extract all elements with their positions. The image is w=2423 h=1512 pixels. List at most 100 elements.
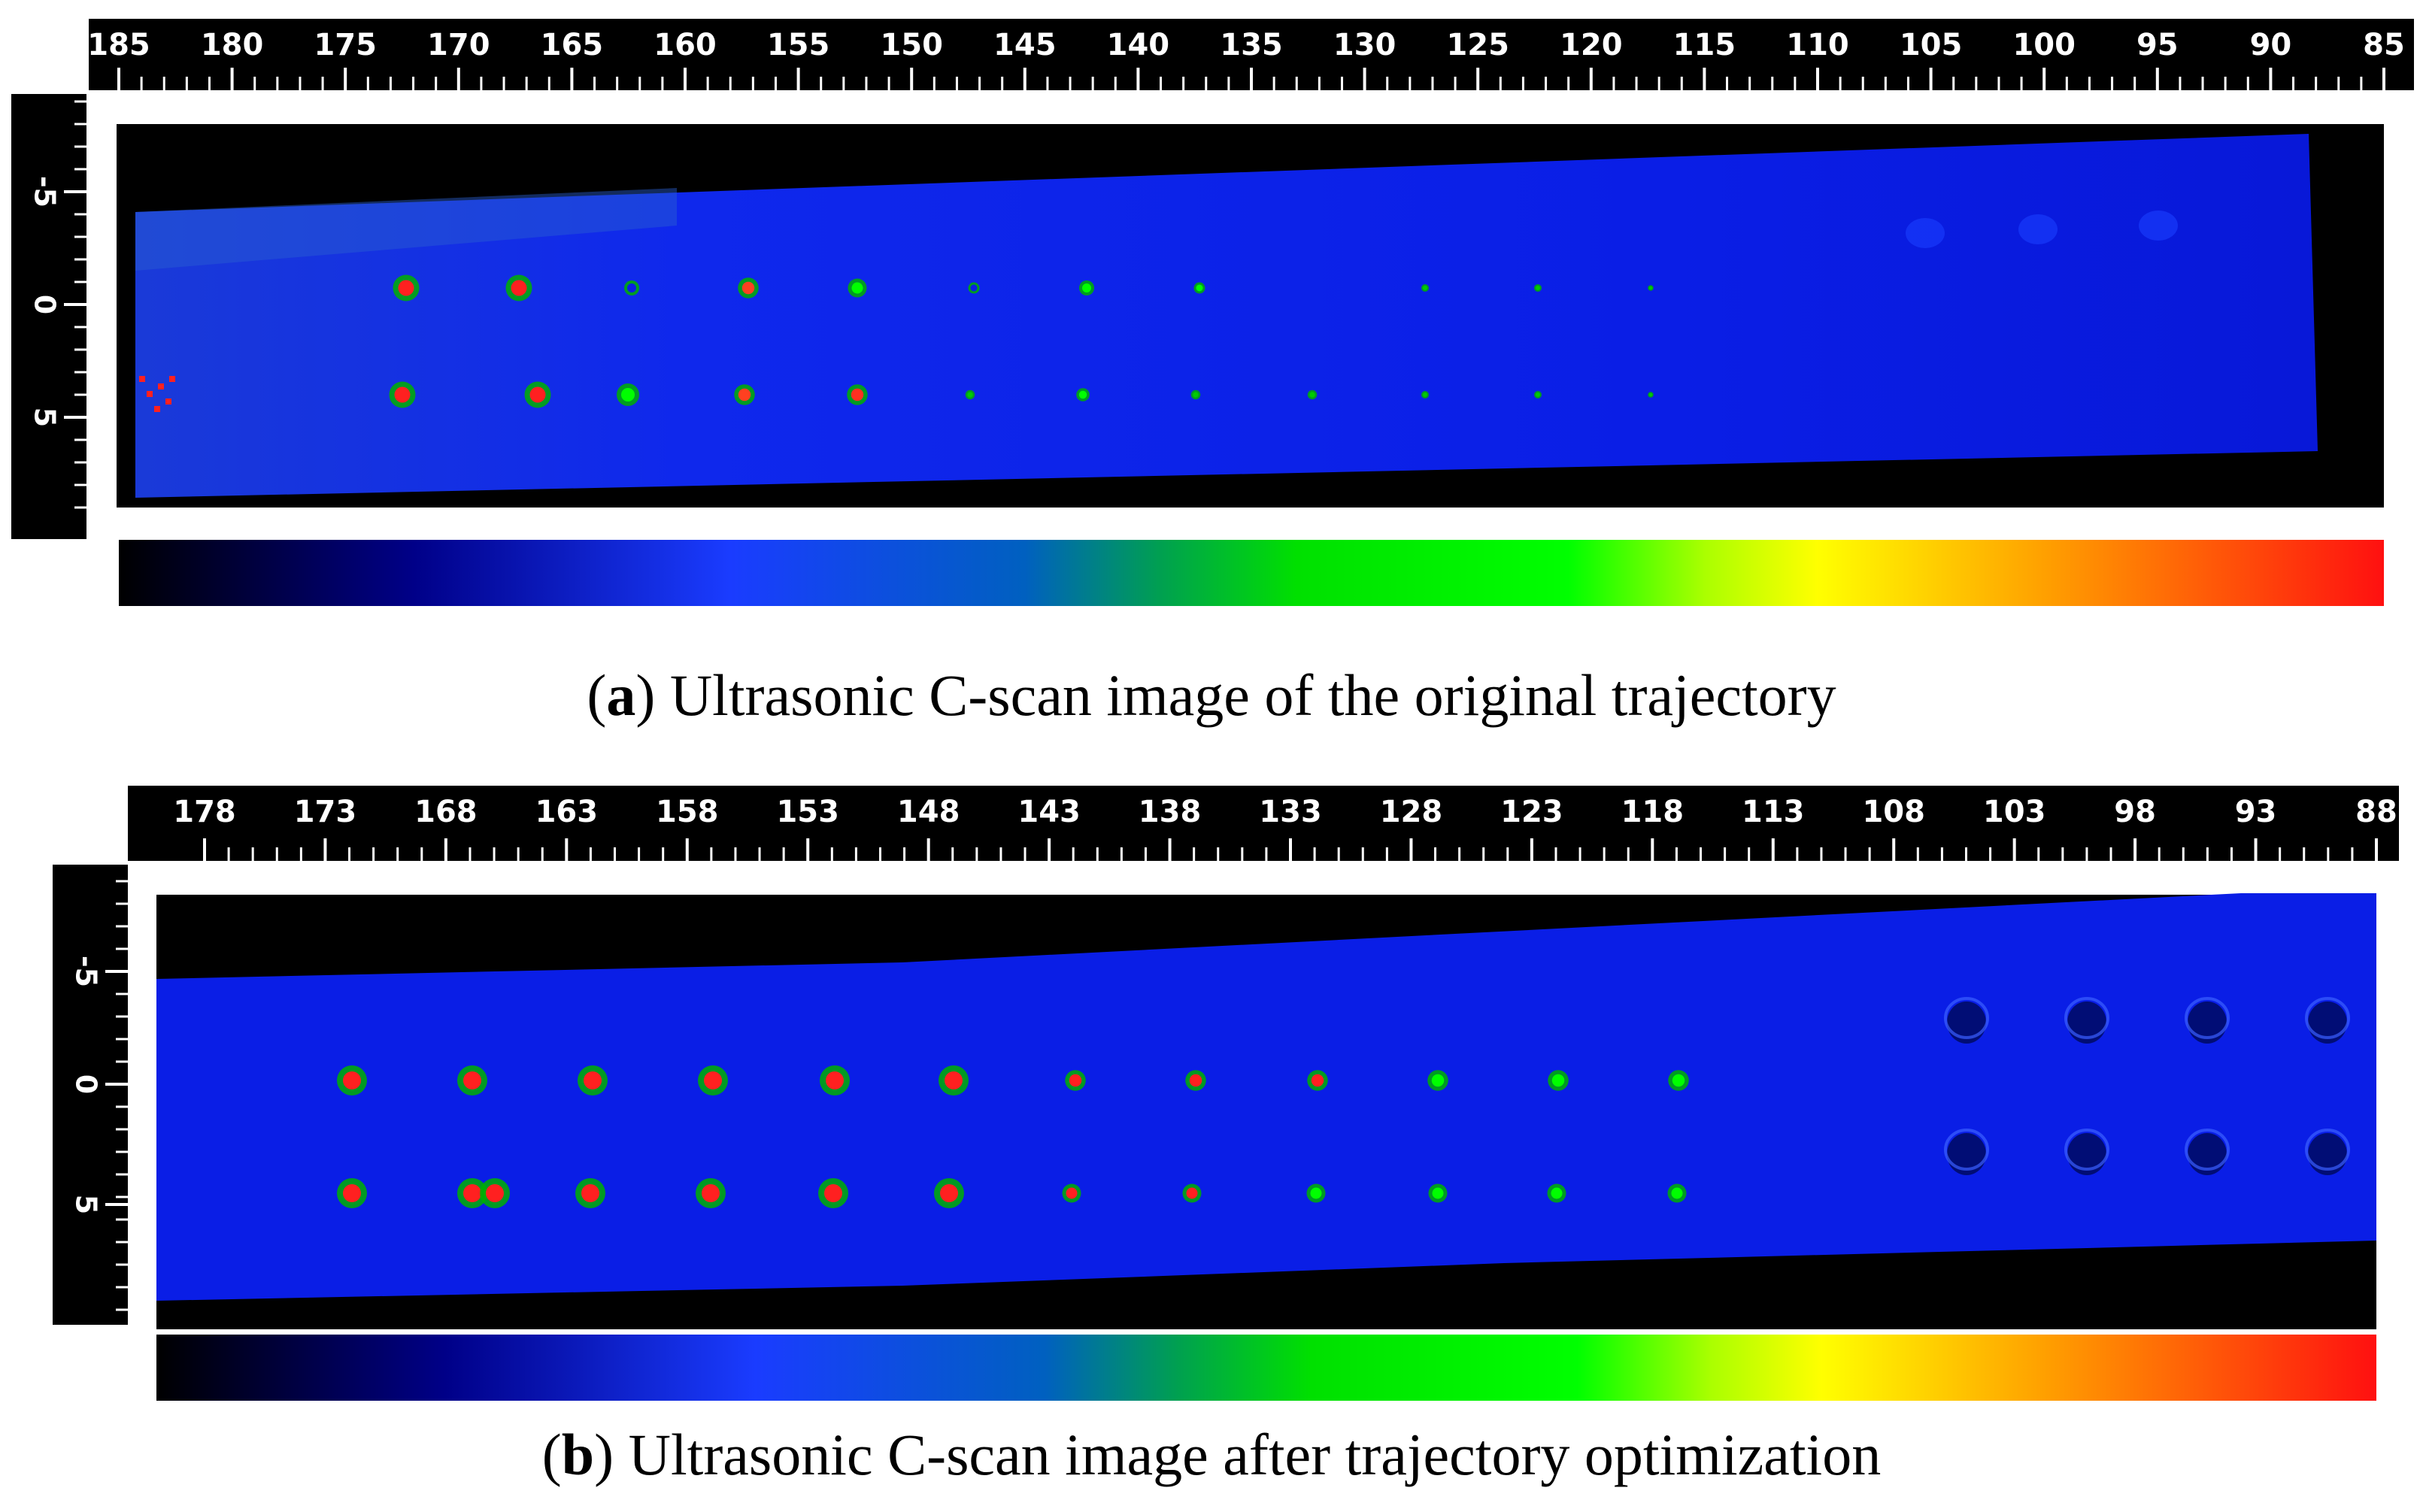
panel-b: 178 173 168 163 158 153 148 143 138 133 128 123 118 1… (0, 774, 2423, 1512)
defect-spot (511, 280, 527, 296)
x-tick-label: 165 (541, 28, 604, 62)
x-tick-label: 170 (427, 28, 490, 62)
x-tick-label: 93 (2235, 795, 2277, 829)
reference-hole-rim (2064, 1129, 2109, 1171)
defect-spot (1189, 1074, 1202, 1087)
defect-spot (463, 1184, 481, 1202)
x-tick-label: 185 (87, 28, 150, 62)
reference-hole-rim (2305, 1129, 2350, 1171)
defect-spot (394, 386, 411, 403)
cscan-figure-a: 185 180 175 170 165 160 155 150 145 140 135 130 125 1… (11, 19, 2414, 606)
defect-spot (826, 1071, 844, 1089)
x-tick-label: 130 (1333, 28, 1396, 62)
defect-spot (1078, 390, 1087, 399)
colorbar (156, 1335, 2376, 1401)
defect-spot (1423, 286, 1427, 290)
x-tick-label: 153 (776, 795, 839, 829)
defect-spot (824, 1184, 842, 1202)
edge-artifact (169, 376, 175, 382)
reference-hole (2018, 214, 2058, 244)
edge-artifact (147, 391, 153, 397)
x-tick-label: 173 (294, 795, 357, 829)
reference-hole (2067, 1133, 2106, 1175)
x-tick-label: 123 (1500, 795, 1563, 829)
defect-spot (1671, 1187, 1683, 1199)
x-tick-label: 145 (993, 28, 1057, 62)
x-tick-label: 160 (654, 28, 717, 62)
defect-spot (463, 1071, 481, 1089)
x-tick-label: 105 (1900, 28, 1963, 62)
x-tick-label: 180 (201, 28, 264, 62)
reference-hole-rim (2185, 997, 2230, 1039)
defect-spot (1186, 1187, 1198, 1199)
scan-area (135, 134, 2318, 498)
x-tick-label: 135 (1220, 28, 1283, 62)
defect-spot (967, 392, 973, 398)
defect-spot (584, 1071, 602, 1089)
x-tick-label: 138 (1139, 795, 1202, 829)
x-tick-label: 115 (1673, 28, 1736, 62)
defect-spot (1536, 392, 1540, 397)
x-tick-label: 178 (173, 795, 236, 829)
reference-hole-rim (2185, 1129, 2230, 1171)
defect-spot (1311, 1074, 1324, 1087)
defect-spot (851, 282, 863, 294)
scan-light-band (135, 188, 677, 271)
defect-spot (343, 1184, 361, 1202)
defect-spot (702, 1184, 720, 1202)
x-tick-label: 125 (1446, 28, 1509, 62)
defect-spot (1196, 284, 1203, 292)
x-tick-label: 113 (1742, 795, 1805, 829)
defect-spot (1648, 392, 1653, 397)
x-tick-label: 85 (2363, 28, 2405, 62)
caption-a: (a) Ultrasonic C-scan image of the origi… (587, 662, 1836, 728)
defect-spot (581, 1184, 599, 1202)
reference-hole (2139, 211, 2178, 241)
x-tick-label: 175 (314, 28, 377, 62)
y-tick-label: 5 (70, 1195, 103, 1214)
defect-spot (621, 388, 635, 401)
defect-spot (851, 388, 864, 401)
x-tick-label: 168 (414, 795, 478, 829)
y-tick-label: -5 (70, 956, 103, 987)
defect-spot (1069, 1074, 1082, 1087)
y-tick-label: 5 (29, 408, 62, 427)
defect-spot (1551, 1074, 1565, 1087)
x-tick-label: 163 (535, 795, 599, 829)
edge-artifact (165, 398, 171, 405)
caption-text: Ultrasonic C-scan image of the original … (669, 662, 1836, 728)
defect-spot (1082, 283, 1091, 292)
caption-letter: a (606, 662, 636, 728)
defect-spot (738, 388, 751, 401)
defect-spot (1431, 1074, 1445, 1087)
x-tick-label: 140 (1107, 28, 1170, 62)
defect-spot (1423, 392, 1427, 397)
x-tick-label: 95 (2136, 28, 2179, 62)
defect-spot (398, 280, 414, 296)
defect-spot (1551, 1187, 1563, 1199)
defect-spot (970, 284, 978, 292)
defect-spot (343, 1071, 361, 1089)
defect-spot (486, 1184, 504, 1202)
x-tick-label: 120 (1560, 28, 1623, 62)
edge-artifact (158, 383, 164, 389)
y-tick-label: -5 (29, 176, 62, 208)
reference-hole (2308, 1001, 2347, 1044)
x-tick-label: 158 (656, 795, 719, 829)
y-ruler (11, 94, 86, 539)
edge-artifact (154, 406, 160, 412)
caption-b: (b) Ultrasonic C-scan image after trajec… (541, 1422, 1882, 1487)
defect-spot (945, 1071, 963, 1089)
x-tick-label: 155 (767, 28, 830, 62)
x-tick-label: 88 (2355, 795, 2397, 829)
x-ruler (128, 786, 2399, 861)
reference-hole (2188, 1001, 2227, 1044)
reference-hole (1947, 1001, 1986, 1044)
defect-spot (1309, 392, 1315, 398)
defect-spot (1432, 1187, 1444, 1199)
y-ruler (53, 865, 128, 1325)
x-tick-label: 98 (2114, 795, 2156, 829)
cscan-figure-b: 178 173 168 163 158 153 148 143 138 133 128 123 118 1… (53, 786, 2399, 1401)
defect-spot (1648, 286, 1653, 290)
x-tick-label: 110 (1786, 28, 1849, 62)
